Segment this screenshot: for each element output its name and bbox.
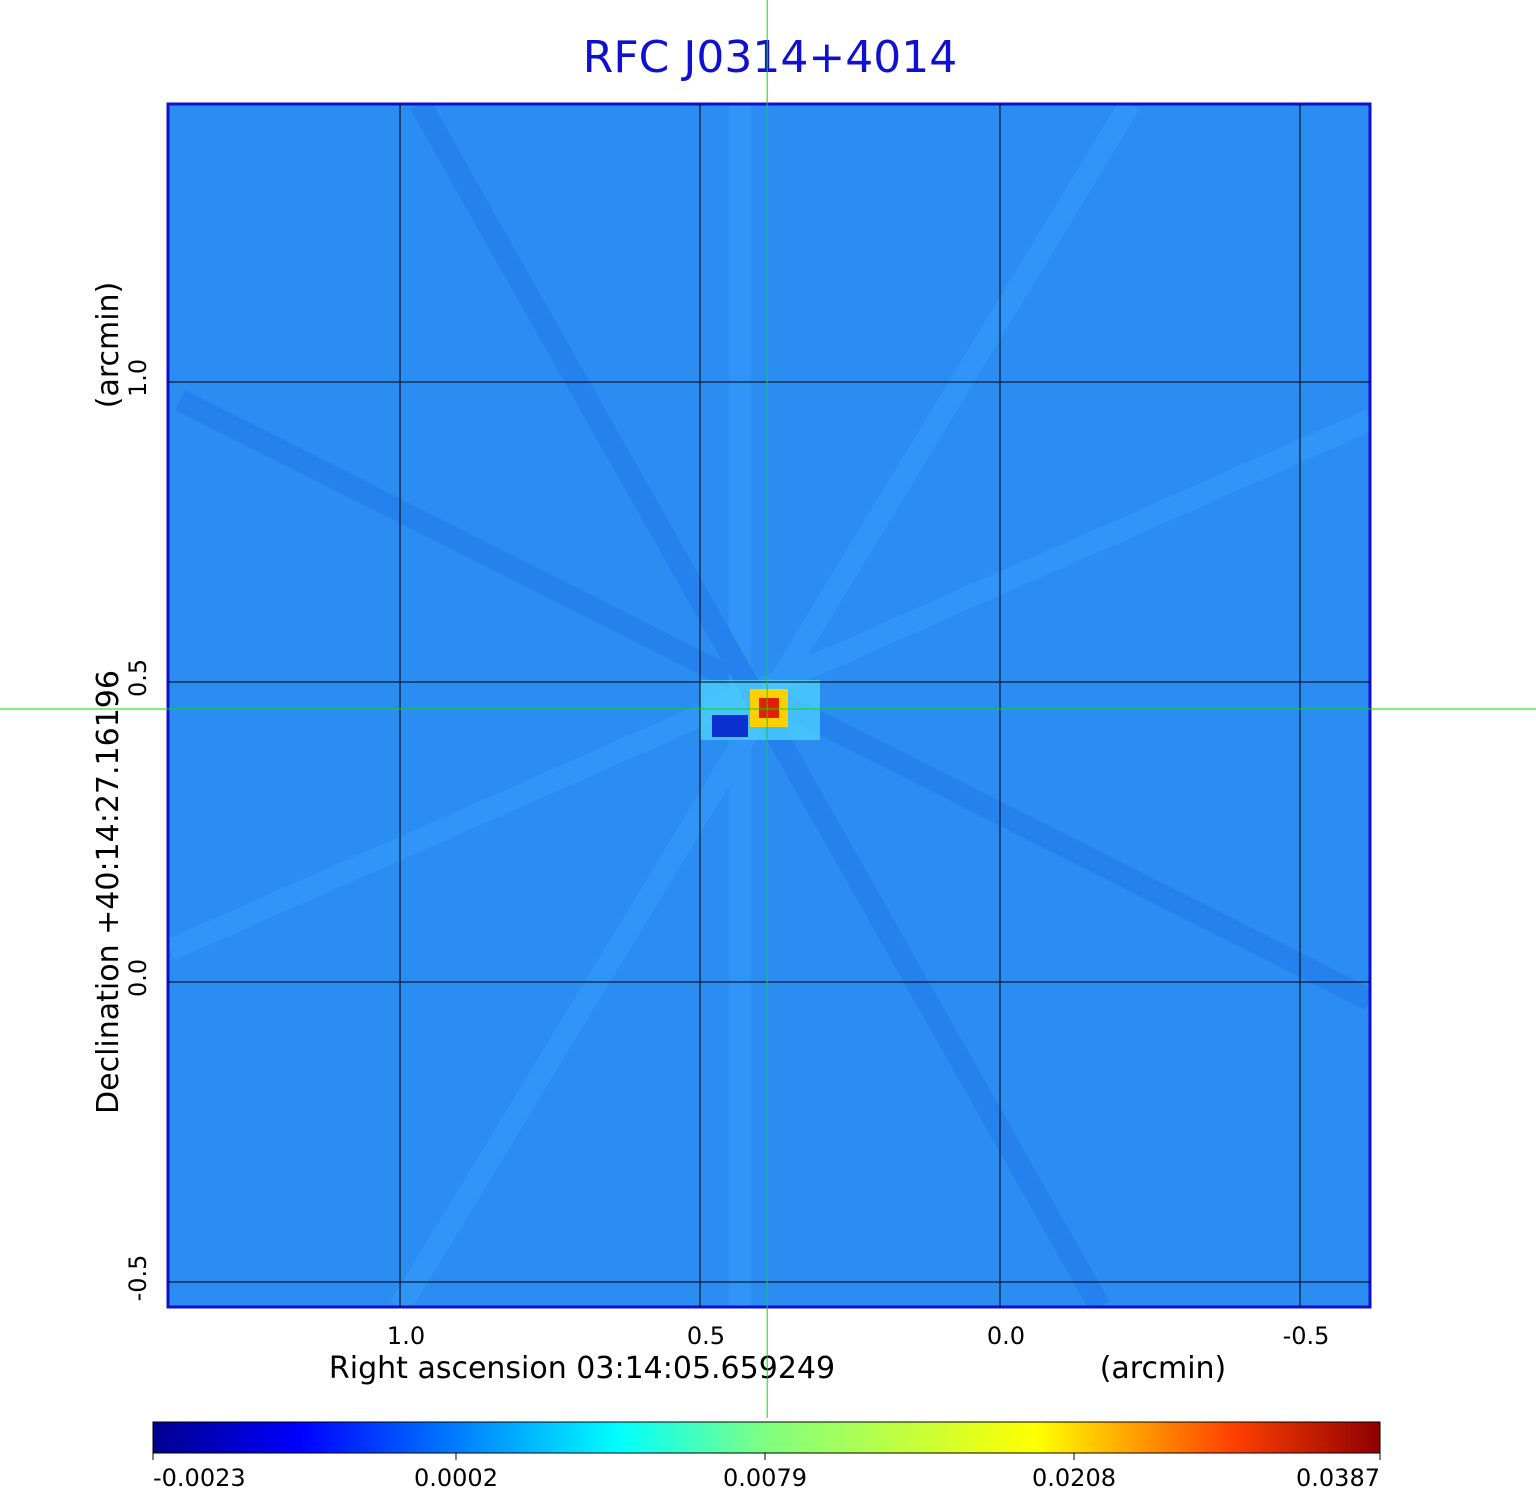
source-peak <box>759 698 779 718</box>
colorbar-tick-label: 0.0079 <box>723 1464 807 1492</box>
y-axis-unit: (arcmin) <box>91 282 126 409</box>
x-axis-unit: (arcmin) <box>1100 1351 1227 1386</box>
plot-frame <box>166 102 1372 1309</box>
colorbar-tick-label: -0.0023 <box>153 1464 246 1492</box>
x-tick-label: 0.5 <box>687 1322 725 1350</box>
x-tick-label: 0.0 <box>987 1322 1025 1350</box>
x-tick-label: 1.0 <box>387 1322 425 1350</box>
x-tick-label: -0.5 <box>1283 1322 1330 1350</box>
negative-lobe <box>712 715 748 737</box>
chart-title: RFC J0314+4014 <box>583 32 957 83</box>
colorbar-tick-label: 0.0208 <box>1032 1464 1116 1492</box>
colorbar-tick-label: 0.0002 <box>414 1464 498 1492</box>
y-tick-label: 0.0 <box>124 959 152 997</box>
y-tick-label: 0.5 <box>124 659 152 697</box>
y-tick-label: 1.0 <box>124 359 152 397</box>
colorbar <box>152 1421 1381 1454</box>
x-axis-label: Right ascension 03:14:05.659249 <box>329 1351 835 1386</box>
y-tick-label: -0.5 <box>124 1255 152 1302</box>
y-axis-label: Declination +40:14:27.16196 <box>91 670 126 1114</box>
colorbar-tick-label: 0.0387 <box>1296 1464 1380 1492</box>
radio-map <box>168 104 1370 1307</box>
